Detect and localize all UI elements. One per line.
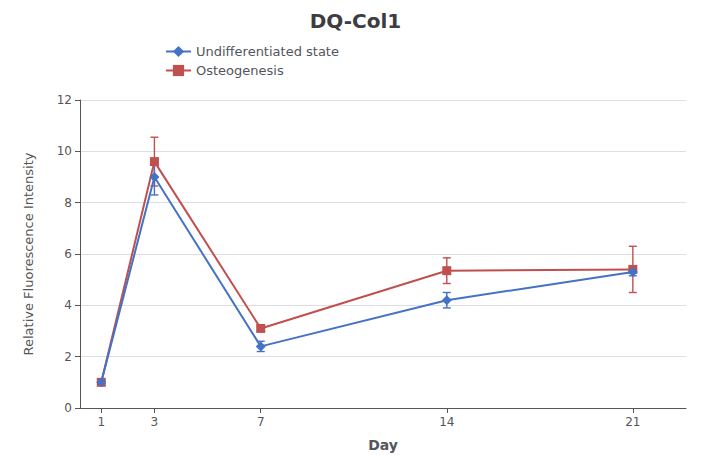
svg-text:21: 21 [625,415,640,429]
svg-text:10: 10 [57,144,72,158]
svg-text:Relative Fluorescence Intensit: Relative Fluorescence Intensity [21,152,36,355]
svg-text:4: 4 [64,298,72,312]
svg-text:7: 7 [257,415,265,429]
svg-text:14: 14 [439,415,454,429]
svg-text:DQ-Col1: DQ-Col1 [310,9,401,33]
svg-text:1: 1 [97,415,105,429]
svg-text:2: 2 [64,350,72,364]
svg-text:8: 8 [64,196,72,210]
svg-text:Osteogenesis: Osteogenesis [196,63,284,78]
svg-text:0: 0 [64,401,72,415]
svg-text:Undifferentiated state: Undifferentiated state [196,44,339,59]
svg-text:12: 12 [57,93,72,107]
svg-text:6: 6 [64,247,72,261]
svg-text:3: 3 [151,415,159,429]
svg-text:Day: Day [368,437,398,453]
